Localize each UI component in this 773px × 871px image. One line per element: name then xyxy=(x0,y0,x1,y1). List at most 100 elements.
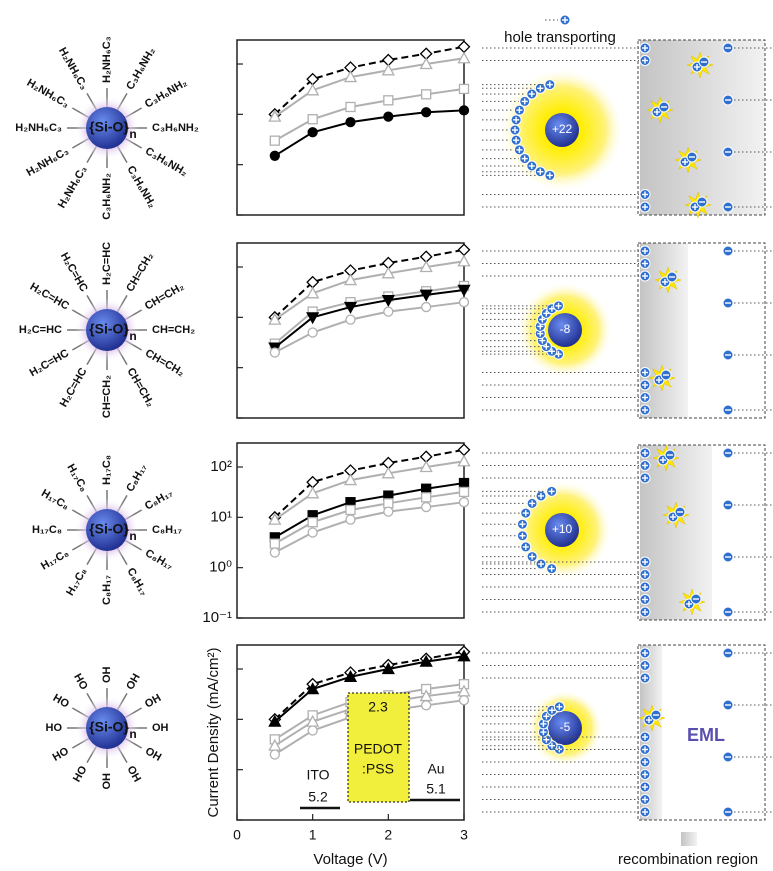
hole xyxy=(545,170,555,180)
hole xyxy=(536,491,546,501)
hole xyxy=(517,531,527,541)
hole xyxy=(514,145,524,155)
hole xyxy=(640,745,650,755)
marker xyxy=(270,548,279,557)
ligand-label: C₈H₁₇ xyxy=(124,566,149,598)
marker xyxy=(346,315,355,324)
ligand-label: C₃H₆NH₂ xyxy=(101,173,113,220)
electron xyxy=(723,95,733,105)
inset-text: Au xyxy=(427,761,444,777)
hole xyxy=(640,448,650,458)
inset-text: :PSS xyxy=(362,761,394,777)
electron xyxy=(723,43,733,53)
inset-text: ITO xyxy=(306,767,329,783)
hole xyxy=(640,190,650,200)
hole xyxy=(640,807,650,817)
hole xyxy=(517,519,527,529)
core-subscript: n xyxy=(129,727,136,741)
marker xyxy=(459,53,470,63)
particle-charge: -5 xyxy=(560,720,571,734)
marker xyxy=(384,507,393,516)
x-axis-label: Voltage (V) xyxy=(313,851,387,868)
electron xyxy=(723,752,733,762)
ligand-label: H₂NH₆C₃ xyxy=(56,45,90,91)
marker xyxy=(270,151,279,160)
ligand-label: C₈H₁₇ xyxy=(101,575,113,605)
marker xyxy=(460,487,469,496)
hole xyxy=(511,115,521,125)
hole xyxy=(640,595,650,605)
marker xyxy=(346,102,355,111)
hole xyxy=(511,135,521,145)
electron xyxy=(667,272,677,282)
y-axis-label: Current Density (mA/cm²) xyxy=(205,647,222,817)
inset-text: 2.3 xyxy=(368,699,388,715)
hole xyxy=(520,154,530,164)
hole xyxy=(640,570,650,580)
legend-label: recombination region xyxy=(618,851,758,868)
x-tick-label: 3 xyxy=(460,827,468,843)
ligand-label: C₈H₁₇ xyxy=(143,487,175,512)
marker xyxy=(308,115,317,124)
core-subscript: n xyxy=(129,329,136,343)
hole xyxy=(514,105,524,115)
hole xyxy=(640,202,650,212)
hole xyxy=(640,380,650,390)
electron xyxy=(723,500,733,510)
core-subscript: n xyxy=(129,529,136,543)
ligand-label: HO xyxy=(46,722,63,734)
legend-swatch xyxy=(681,832,697,846)
inset-text: 5.1 xyxy=(426,781,446,797)
marker xyxy=(422,493,431,502)
marker xyxy=(459,244,470,255)
ligand-label: C₈H₁₇ xyxy=(124,462,149,494)
inset-text: PEDOT xyxy=(354,741,403,757)
core-label: {Si-O} xyxy=(89,521,129,537)
ligand-label: H₂C=HC xyxy=(19,324,62,336)
hole xyxy=(640,795,650,805)
recombination-region xyxy=(640,445,712,620)
ligand-label: OH xyxy=(101,773,113,790)
y-tick-label: 10¹ xyxy=(210,508,232,525)
hole xyxy=(640,246,650,256)
ligand-label: HO xyxy=(51,692,72,711)
particle-charge: -8 xyxy=(560,322,571,336)
marker xyxy=(346,505,355,514)
marker xyxy=(460,479,469,488)
ligand-label: H₂NH₆C₃ xyxy=(56,164,90,210)
marker xyxy=(346,118,355,127)
particle-charge: +22 xyxy=(552,122,573,136)
ligand-label: H₂NH₆C₃ xyxy=(25,77,71,111)
hole xyxy=(535,83,545,93)
electron xyxy=(723,607,733,617)
electron xyxy=(723,448,733,458)
ligand-label: H₂C=HC xyxy=(58,366,90,409)
ligand-label: OH xyxy=(152,722,169,734)
x-tick-label: 1 xyxy=(309,827,317,843)
electron xyxy=(651,710,661,720)
electron xyxy=(659,102,669,112)
core-label: {Si-O} xyxy=(89,119,129,135)
ligand-label: H₂NH₆C₃ xyxy=(24,145,70,179)
marker xyxy=(384,96,393,105)
x-tick-label: 2 xyxy=(384,827,392,843)
hole xyxy=(640,405,650,415)
hole xyxy=(640,661,650,671)
hole xyxy=(521,542,531,552)
ligand-label: OH xyxy=(124,764,143,784)
electron xyxy=(723,147,733,157)
hole xyxy=(640,43,650,53)
ligand-label: CH=CH₂ xyxy=(143,347,186,379)
hole xyxy=(640,259,650,269)
ligand-label: OH xyxy=(143,745,163,764)
electron xyxy=(723,807,733,817)
marker xyxy=(460,498,469,507)
molecule: H₂NH₆C₃C₃H₆NH₂C₃H₆NH₂C₃H₆NH₂C₃H₆NH₂C₃H₆N… xyxy=(15,36,199,220)
hole xyxy=(547,486,557,496)
ligand-label: H₁₇C₈ xyxy=(64,462,89,494)
hole xyxy=(640,557,650,567)
ligand-label: H₂C=HC xyxy=(101,242,113,285)
hole xyxy=(554,301,564,311)
marker xyxy=(460,298,469,307)
ligand-label: H₂C=HC xyxy=(28,281,71,313)
